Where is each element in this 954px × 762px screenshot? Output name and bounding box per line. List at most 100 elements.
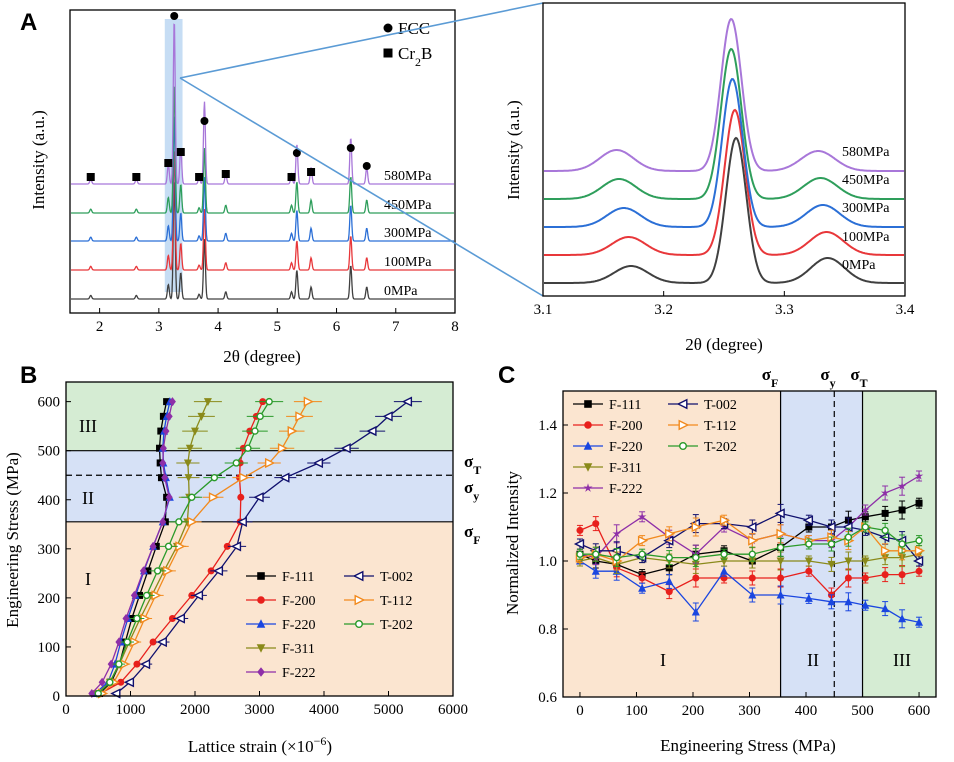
point-c-T-202 — [748, 550, 757, 558]
series-label-100MPa: 100MPa — [384, 255, 432, 270]
point-F-111 — [159, 412, 167, 420]
point-c-T-112 — [776, 528, 787, 539]
point-c-F-111 — [898, 506, 906, 514]
point-c-T-202 — [720, 550, 728, 558]
point-F-200 — [168, 614, 176, 622]
panel-c-xtick-label: 600 — [908, 703, 931, 719]
series-c-line-F-220 — [579, 560, 920, 623]
point-c-T-202 — [805, 540, 813, 548]
point-T-002 — [366, 425, 377, 437]
zoom-line-580MPa — [544, 17, 904, 172]
legend-label-T-002: T-002 — [380, 570, 413, 585]
point-T-002 — [382, 411, 393, 422]
point-c-F-220 — [720, 566, 729, 575]
cr2b-peak-marker — [86, 173, 95, 181]
point-F-222 — [168, 397, 176, 407]
panel-c-ytick-label: 1.2 — [538, 486, 557, 502]
point-T-002 — [139, 658, 151, 670]
point-T-002 — [123, 677, 135, 688]
point-c-T-002 — [746, 521, 757, 533]
point-c-T-002 — [774, 508, 785, 519]
panel-c-xtick-label: 400 — [795, 703, 818, 719]
panel-c-xtick-label: 100 — [625, 703, 648, 719]
panel-b-xlabel: Lattice strain (×10−6) — [188, 734, 332, 756]
point-c-F-311 — [861, 557, 870, 566]
point-c-T-202 — [915, 536, 923, 545]
point-T-202 — [153, 567, 162, 575]
cr2b-peak-marker — [287, 173, 296, 181]
panel-a-right-frame — [542, 2, 906, 297]
panel-a-left: 0MPa 100MPa 300MPa 450MPa 580MPa FCC Cr2B 2 3 4 5 6… — [29, 2, 544, 366]
panel-a-left-xlabel: 2θ (degree) — [223, 347, 301, 366]
series-label-0MPa: 0MPa — [384, 284, 418, 299]
point-c-F-220 — [691, 607, 700, 616]
legend-marker-F-220 — [256, 619, 266, 628]
legend-c-marker-F-200 — [584, 421, 592, 429]
point-T-002 — [156, 636, 167, 648]
point-F-311 — [191, 427, 199, 436]
series-c-line-T-112 — [579, 519, 919, 562]
panel-b-xtick-label: 4000 — [309, 702, 339, 718]
panel-a-left-xtick-label: 8 — [451, 319, 459, 335]
panel-c-xtick-label: 300 — [738, 703, 761, 719]
point-c-F-111 — [805, 523, 813, 531]
point-T-202 — [265, 397, 273, 406]
point-T-112 — [277, 443, 289, 454]
point-T-112 — [208, 492, 220, 503]
cr2b-peak-marker — [176, 148, 185, 156]
xrd-line-580MPa — [71, 23, 454, 185]
point-c-T-112 — [914, 545, 926, 556]
point-c-F-311 — [827, 560, 836, 569]
point-T-002 — [192, 590, 204, 601]
panel-a-left-ylabel: Intensity (a.u.) — [29, 110, 48, 210]
legend-c-label-T-112: T-112 — [704, 419, 736, 434]
point-c-F-222 — [637, 512, 647, 521]
fcc-peak-marker — [346, 144, 355, 152]
legend-c-label-T-202: T-202 — [704, 440, 737, 455]
point-F-222 — [98, 677, 106, 687]
point-c-F-200 — [665, 588, 673, 596]
panel-c-ytick-label: 0.6 — [538, 690, 557, 706]
point-T-202 — [106, 678, 114, 686]
point-c-T-202 — [592, 550, 600, 558]
legend-c-label-F-111: F-111 — [609, 398, 641, 413]
point-T-202 — [210, 473, 219, 482]
panel-letter-c: C — [498, 362, 515, 389]
panel-c-ytick-label: 1.0 — [538, 554, 557, 570]
region-II — [66, 450, 453, 522]
point-T-202 — [133, 614, 141, 623]
point-T-002 — [312, 457, 324, 469]
fcc-peak-marker — [170, 12, 179, 20]
region-label-I: I — [85, 569, 91, 589]
legend-c-label-F-222: F-222 — [609, 482, 642, 497]
legend-label-F-222: F-222 — [282, 666, 315, 681]
point-c-F-220 — [748, 590, 757, 599]
point-T-002 — [401, 396, 413, 407]
point-T-002 — [212, 565, 224, 577]
zoom-series-label-300MPa: 300MPa — [842, 201, 890, 216]
point-c-T-202 — [827, 540, 836, 548]
point-T-202 — [142, 591, 151, 600]
legend-marker-F-222 — [257, 667, 265, 677]
legend-c-marker-T-002 — [676, 398, 688, 410]
panel-a-left-xtick-label: 4 — [214, 319, 222, 335]
point-c-F-311 — [804, 557, 813, 566]
panel-a-right-xlabel: 2θ (degree) — [685, 335, 763, 354]
panel-c-xtick-label: 200 — [682, 703, 705, 719]
legend-marker-F-311 — [256, 644, 266, 653]
panel-b-ytick-label: 0 — [53, 689, 61, 705]
sigma-label-b-T: σT — [464, 452, 481, 477]
legend-c-label-F-220: F-220 — [609, 440, 642, 455]
zoom-line-450MPa — [544, 47, 904, 200]
legend-label-F-311: F-311 — [282, 642, 315, 657]
point-F-222 — [107, 659, 115, 669]
legend-label-T-202: T-202 — [380, 618, 413, 633]
point-c-F-200 — [576, 526, 584, 534]
point-c-F-200 — [592, 520, 600, 528]
series-c-line-F-200 — [579, 522, 920, 596]
series-c-line-T-202 — [580, 526, 920, 559]
point-c-F-200 — [692, 574, 700, 582]
zoom-series-label-580MPa: 580MPa — [842, 145, 890, 160]
point-c-F-200 — [881, 571, 889, 579]
